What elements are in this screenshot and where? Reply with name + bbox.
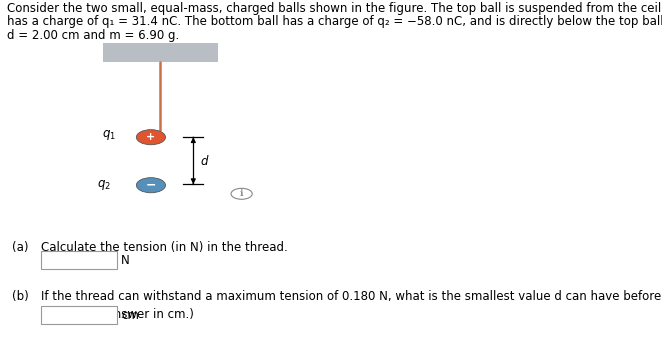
Text: (b): (b) (12, 290, 28, 303)
Text: $q_1$: $q_1$ (102, 129, 116, 142)
Text: (Give your answer in cm.): (Give your answer in cm.) (41, 308, 194, 321)
Text: +: + (146, 132, 156, 142)
Text: cm: cm (121, 309, 139, 322)
Bar (41, 306, 117, 324)
Circle shape (136, 178, 166, 193)
Text: If the thread can withstand a maximum tension of 0.180 N, what is the smallest v: If the thread can withstand a maximum te… (41, 290, 662, 303)
Text: (a): (a) (12, 241, 28, 254)
Circle shape (136, 130, 166, 145)
Text: −: − (146, 179, 156, 192)
Text: Consider the two small, equal-mass, charged balls shown in the figure. The top b: Consider the two small, equal-mass, char… (7, 2, 662, 15)
Text: Calculate the tension (in N) in the thread.: Calculate the tension (in N) in the thre… (41, 241, 288, 254)
Text: $q_2$: $q_2$ (97, 178, 111, 191)
Bar (41, 251, 117, 269)
Circle shape (231, 188, 252, 199)
Text: ℹ: ℹ (240, 189, 244, 198)
Text: N: N (121, 254, 130, 267)
Text: d = 2.00 cm and m = 6.90 g.: d = 2.00 cm and m = 6.90 g. (7, 29, 179, 42)
Text: $d$: $d$ (200, 154, 209, 167)
Text: has a charge of q₁ = 31.4 nC. The bottom ball has a charge of q₂ = −58.0 nC, and: has a charge of q₁ = 31.4 nC. The bottom… (7, 15, 662, 28)
Bar (103, 43, 218, 62)
